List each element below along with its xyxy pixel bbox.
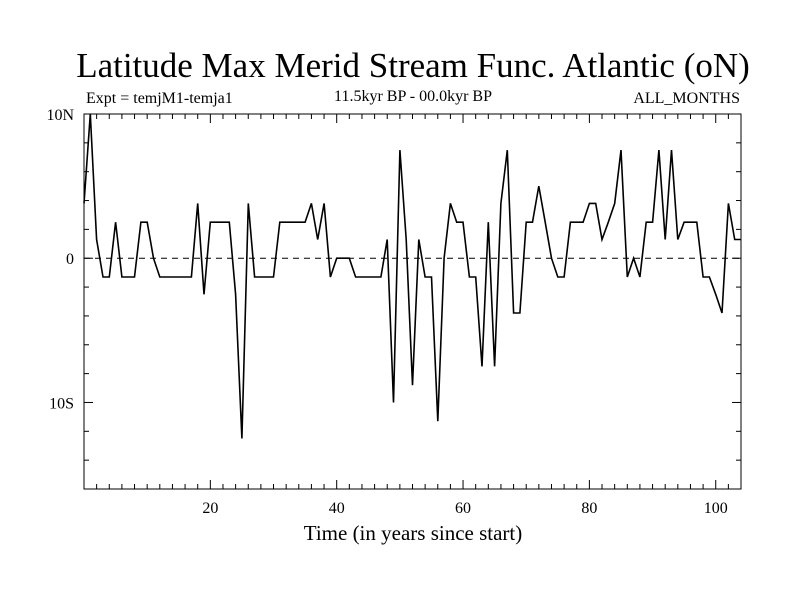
plot-frame	[83, 113, 742, 490]
chart-title: Latitude Max Merid Stream Func. Atlantic…	[76, 46, 750, 85]
series-line	[83, 113, 741, 439]
x-tick-label: 100	[704, 500, 728, 517]
y-tick-label: 10S	[49, 395, 74, 412]
x-axis-label: Time (in years since start)	[303, 521, 523, 545]
experiment-label: Expt = temjM1-temja1	[86, 90, 233, 107]
y-tick-label: 0	[66, 251, 74, 268]
time-range-label: 11.5kyr BP - 00.0kyr BP	[334, 88, 492, 105]
x-tick-label: 40	[329, 500, 345, 517]
months-label: ALL_MONTHS	[633, 90, 740, 107]
x-tick-label: 60	[455, 500, 471, 517]
x-tick-label: 20	[202, 500, 218, 517]
y-tick-label: 10N	[46, 107, 74, 124]
x-tick-label: 80	[581, 500, 597, 517]
